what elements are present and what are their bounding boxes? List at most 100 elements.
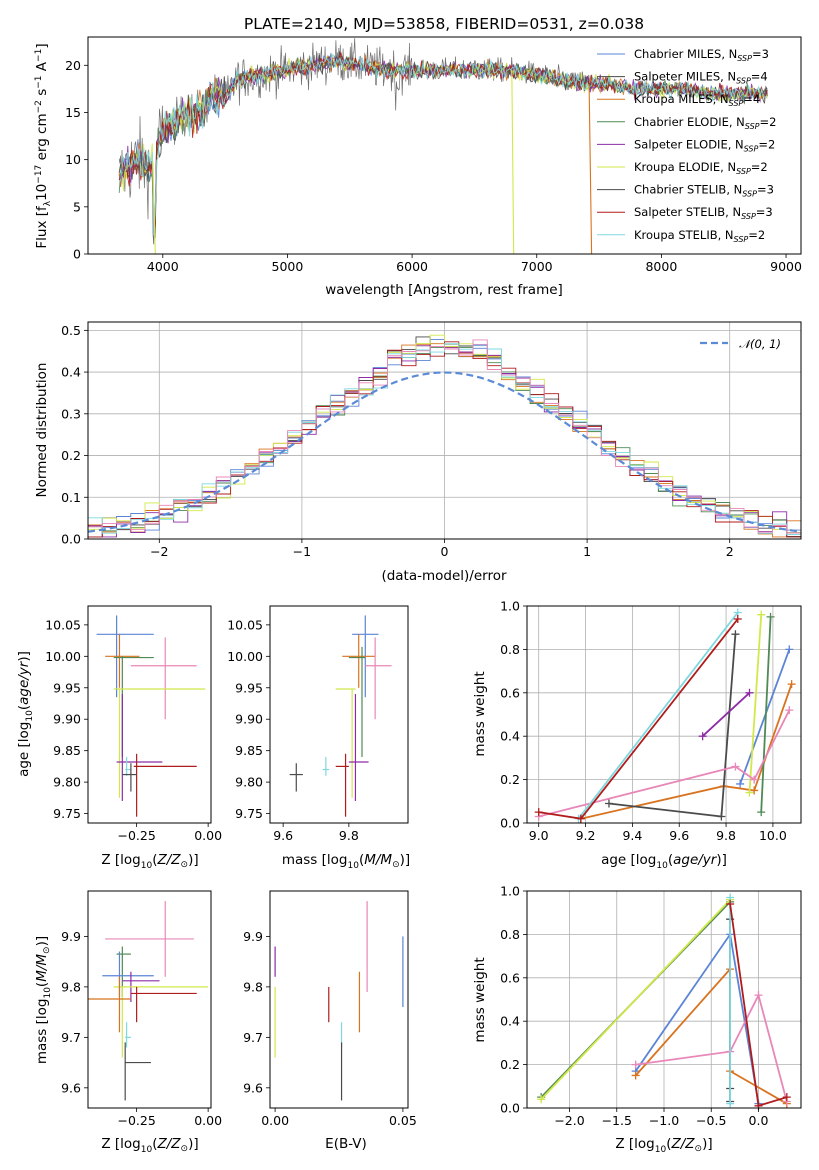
y-tick-label: 0.0 bbox=[61, 532, 81, 547]
y-tick-label: 0.6 bbox=[500, 970, 520, 985]
normal-reference-curve bbox=[87, 371, 802, 533]
panel-age_vs_Z: −0.25 0.00 9.75 9.80 9.85 9.90 9.95 10.00 10.05 bbox=[45, 605, 222, 843]
errorbar-point bbox=[348, 694, 369, 801]
weight-point-marker bbox=[785, 706, 794, 715]
weight-point-marker bbox=[766, 612, 775, 621]
x-tick-label: 5000 bbox=[272, 259, 304, 274]
legend-entry-label: Chabrier MILES, NSSP=3 bbox=[634, 47, 769, 63]
errorbar-point bbox=[130, 637, 197, 720]
x-tick-label: 1 bbox=[583, 544, 591, 559]
x-tick-label: −1.0 bbox=[649, 1113, 679, 1128]
x-tick-label: −1.5 bbox=[602, 1113, 632, 1128]
axes-frame bbox=[87, 890, 212, 1109]
weight-series-line bbox=[580, 683, 793, 820]
x-axis-label: Z [log10(Z/Z⊙)] bbox=[101, 852, 198, 871]
weight-point-marker bbox=[787, 680, 796, 689]
weight-point-marker bbox=[750, 786, 759, 795]
y-tick-label: 9.85 bbox=[235, 743, 263, 758]
y-tick-label: 9.7 bbox=[61, 1030, 81, 1045]
x-tick-label: 9000 bbox=[770, 259, 802, 274]
plot-area bbox=[289, 615, 392, 817]
weight-series bbox=[631, 930, 763, 1108]
weight-point-marker bbox=[750, 775, 759, 784]
weight-point-marker bbox=[726, 1099, 735, 1108]
x-tick-label: 9.0 bbox=[529, 828, 549, 843]
errorbar-point bbox=[102, 951, 154, 997]
x-tick-label: 0.05 bbox=[389, 1113, 417, 1128]
legend-entry-label: Salpeter STELIB, NSSP=3 bbox=[634, 205, 773, 221]
y-tick-label: 0.3 bbox=[61, 406, 81, 421]
panel-mass_weight_vs_Z: −2.0 −1.5 −1.0 −0.5 0.0 0.0 0.2 0.4 0.6 0.8 1.0 bbox=[500, 884, 802, 1128]
errorbar-point bbox=[125, 1022, 131, 1048]
x-tick-label: 7000 bbox=[521, 259, 553, 274]
weight-point-marker bbox=[785, 645, 794, 654]
y-axis-label: Flux [fλ10−17 erg cm−2 s−1 A−1] bbox=[34, 43, 53, 248]
plot-area bbox=[534, 608, 796, 823]
y-tick-label: 0.4 bbox=[500, 729, 520, 744]
panel-spectrum: 4000 5000 6000 7000 8000 9000 0 5 10 15 20 Chabrier… bbox=[65, 36, 802, 274]
weight-point-marker bbox=[698, 732, 707, 741]
weight-point-marker bbox=[631, 1071, 640, 1080]
weight-point-marker bbox=[733, 615, 742, 624]
y-tick-label: 9.95 bbox=[53, 680, 81, 695]
y-tick-label: 9.6 bbox=[243, 1080, 263, 1095]
weight-point-marker bbox=[576, 814, 585, 823]
plot-area bbox=[88, 901, 209, 1101]
y-tick-label: 0.0 bbox=[500, 1101, 520, 1116]
errorbar-point bbox=[124, 1042, 151, 1101]
panel-mass_vs_EBV: 0.00 0.05 9.6 9.7 9.8 9.9 bbox=[243, 890, 417, 1128]
x-axis-label: wavelength [Angstrom, rest frame] bbox=[325, 282, 563, 298]
y-tick-label: 15 bbox=[65, 105, 81, 120]
legend-entry-label: 𝒩(0, 1) bbox=[739, 337, 781, 351]
axes-frame bbox=[87, 36, 802, 255]
y-tick-label: 9.9 bbox=[243, 929, 263, 944]
errorbar-point bbox=[335, 688, 356, 798]
y-tick-label: 9.9 bbox=[61, 929, 81, 944]
legend-entry-label: Chabrier STELIB, NSSP=3 bbox=[634, 183, 774, 199]
errorbar-point bbox=[88, 976, 131, 1033]
weight-point-marker bbox=[726, 900, 735, 909]
x-tick-label: 4000 bbox=[147, 259, 179, 274]
panel-residual_histogram: −2 −1 0 1 2 0.0 0.1 0.2 0.3 0.4 0.5 𝒩(0, 1) bbox=[61, 321, 802, 559]
errorbar-point bbox=[116, 946, 131, 997]
x-tick-label: 0.00 bbox=[194, 1113, 222, 1128]
x-tick-label: −1 bbox=[293, 544, 311, 559]
x-tick-label: 6000 bbox=[396, 259, 428, 274]
weight-point-marker bbox=[736, 779, 745, 788]
y-tick-label: 1.0 bbox=[500, 884, 520, 899]
weight-point-marker bbox=[782, 1093, 791, 1102]
spectrum-model-line bbox=[118, 54, 768, 235]
legend-entry-label: Chabrier ELODIE, NSSP=2 bbox=[634, 115, 776, 131]
errorbar-point bbox=[113, 688, 206, 798]
y-tick-label: 9.95 bbox=[235, 680, 263, 695]
x-tick-label: 9.4 bbox=[622, 828, 642, 843]
spectrum-model-line bbox=[118, 51, 768, 233]
weight-point-marker bbox=[631, 1060, 640, 1069]
y-tick-label: 0.1 bbox=[61, 490, 81, 505]
y-tick-label: 10.00 bbox=[45, 649, 81, 664]
weight-point-marker bbox=[537, 1095, 546, 1104]
x-tick-label: 9.6 bbox=[273, 828, 293, 843]
y-tick-label: 9.80 bbox=[53, 775, 81, 790]
y-axis-label: mass weight bbox=[472, 671, 488, 756]
legend-entry-label: Salpeter ELODIE, NSSP=2 bbox=[634, 137, 775, 153]
weight-series-line bbox=[760, 616, 772, 813]
weight-point-marker bbox=[731, 762, 740, 771]
plot-area bbox=[87, 334, 802, 538]
weight-series bbox=[698, 688, 754, 741]
x-tick-label: 9.6 bbox=[669, 828, 689, 843]
weight-series-line bbox=[577, 611, 739, 820]
y-axis-label: Normed distribution bbox=[34, 363, 50, 498]
y-tick-label: 9.90 bbox=[53, 712, 81, 727]
y-tick-label: 10.05 bbox=[45, 617, 81, 632]
weight-point-marker bbox=[731, 630, 740, 639]
y-axis-label: age [log10(age/yr)] bbox=[16, 651, 35, 777]
spectrum-model-cutoff bbox=[588, 84, 593, 255]
errorbar-point bbox=[342, 634, 376, 688]
legend-entry-label: Kroupa MILES, NSSP=4 bbox=[634, 92, 760, 108]
x-tick-label: 0.00 bbox=[194, 828, 222, 843]
y-tick-label: 0.0 bbox=[500, 816, 520, 831]
x-tick-label: −0.25 bbox=[117, 828, 155, 843]
y-tick-label: 9.6 bbox=[61, 1080, 81, 1095]
